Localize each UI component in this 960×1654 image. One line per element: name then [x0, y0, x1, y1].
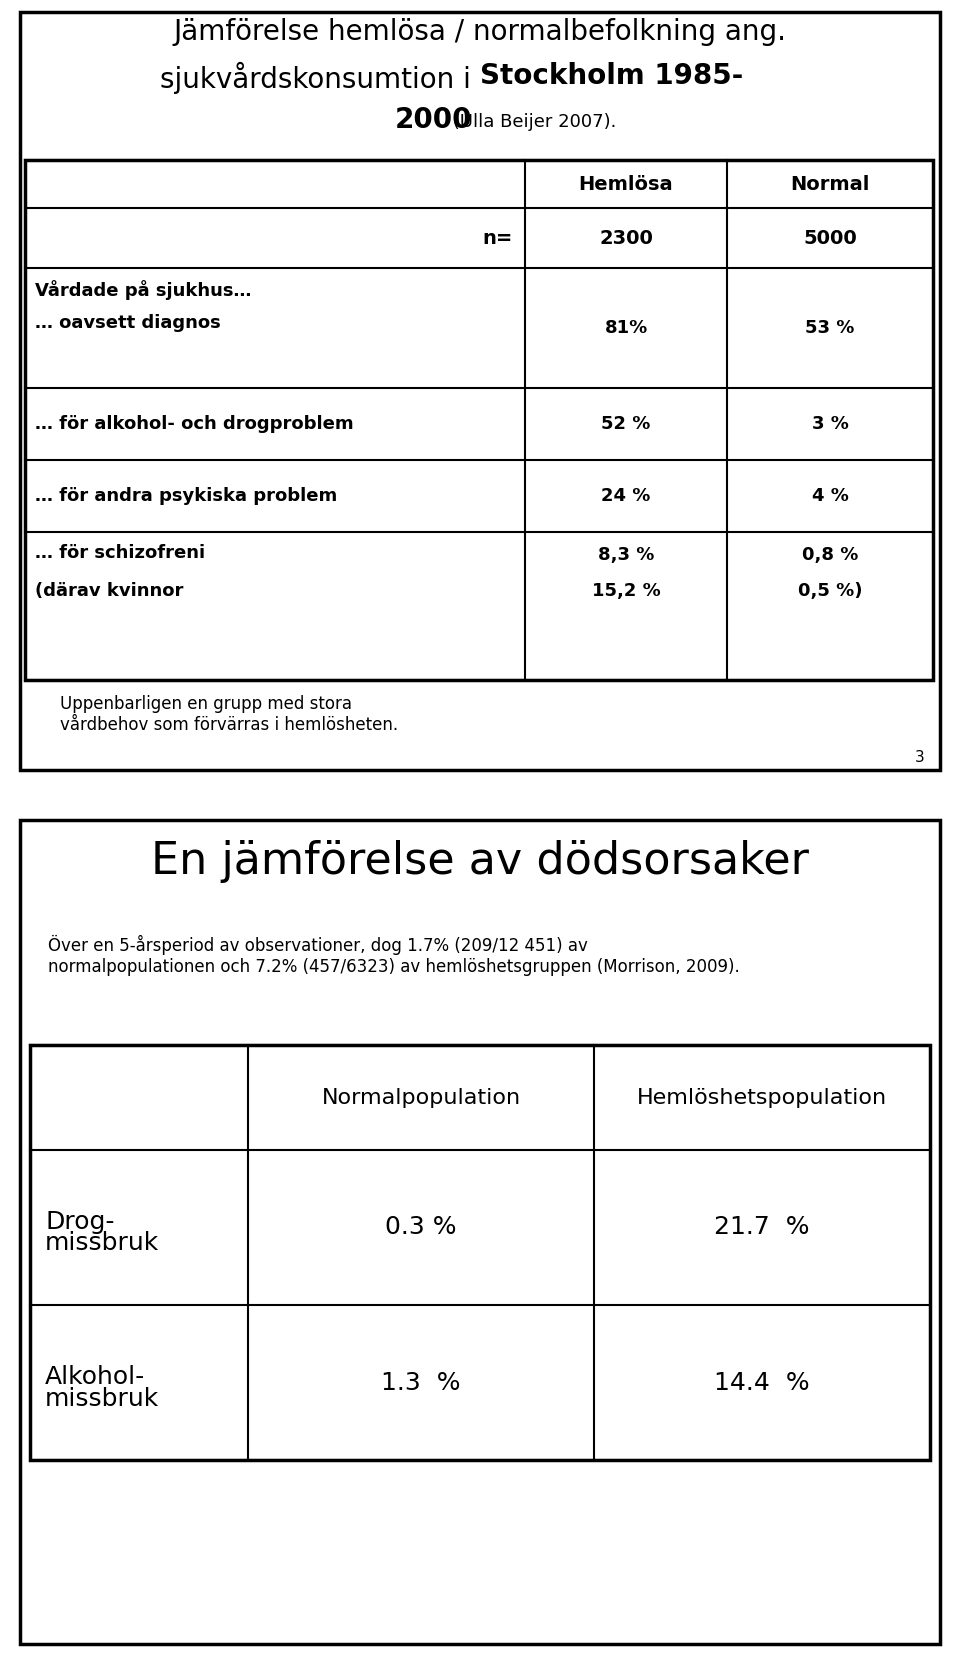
Text: … för schizofreni: … för schizofreni	[35, 544, 205, 562]
Text: 21.7  %: 21.7 %	[714, 1216, 809, 1239]
Text: Alkohol-: Alkohol-	[45, 1365, 145, 1388]
Text: n=: n=	[483, 228, 513, 248]
Bar	[30, 1045, 930, 1460]
Text: Hemlöshetspopulation: Hemlöshetspopulation	[636, 1087, 887, 1108]
Text: … för andra psykiska problem: … för andra psykiska problem	[35, 486, 337, 504]
Text: 3: 3	[915, 749, 925, 766]
Text: 1.3  %: 1.3 %	[381, 1371, 461, 1394]
Bar	[25, 160, 933, 680]
Text: 15,2 %: 15,2 %	[591, 582, 660, 600]
Bar	[20, 12, 940, 771]
Text: 24 %: 24 %	[601, 486, 651, 504]
Bar	[20, 820, 940, 1644]
Text: Normal: Normal	[790, 175, 870, 194]
Text: 3 %: 3 %	[811, 415, 849, 433]
Text: Uppenbarligen en grupp med stora
vårdbehov som förvärras i hemlösheten.: Uppenbarligen en grupp med stora vårdbeh…	[60, 695, 398, 734]
Text: Hemlösa: Hemlösa	[579, 175, 673, 194]
Text: sjukvårdskonsumtion i: sjukvårdskonsumtion i	[160, 61, 480, 94]
Text: (Ulla Beijer 2007).: (Ulla Beijer 2007).	[447, 112, 616, 131]
Text: 52 %: 52 %	[601, 415, 651, 433]
Text: Över en 5-årsperiod av observationer, dog 1.7% (209/12 451) av
normalpopulatione: Över en 5-årsperiod av observationer, do…	[48, 935, 740, 976]
Text: 81%: 81%	[605, 319, 648, 337]
Text: 14.4  %: 14.4 %	[714, 1371, 810, 1394]
Text: 53 %: 53 %	[805, 319, 854, 337]
Text: Jämförelse hemlösa / normalbefolkning ang.: Jämförelse hemlösa / normalbefolkning an…	[174, 18, 786, 46]
Text: Vårdade på sjukhus…: Vårdade på sjukhus…	[35, 280, 252, 299]
Text: 5000: 5000	[804, 228, 857, 248]
Text: Stockholm 1985-: Stockholm 1985-	[480, 61, 743, 89]
Text: 0.3 %: 0.3 %	[385, 1216, 457, 1239]
Text: Drog-: Drog-	[45, 1209, 114, 1234]
Text: 8,3 %: 8,3 %	[598, 546, 654, 564]
Text: … för alkohol- och drogproblem: … för alkohol- och drogproblem	[35, 415, 353, 433]
Text: 0,5 %): 0,5 %)	[798, 582, 862, 600]
Text: … oavsett diagnos: … oavsett diagnos	[35, 314, 221, 332]
Text: missbruk: missbruk	[45, 1232, 159, 1255]
Text: 2000: 2000	[395, 106, 472, 134]
Text: 0,8 %: 0,8 %	[802, 546, 858, 564]
Text: (därav kvinnor: (därav kvinnor	[35, 582, 183, 600]
Text: En jämförelse av dödsorsaker: En jämförelse av dödsorsaker	[151, 840, 809, 883]
Text: missbruk: missbruk	[45, 1386, 159, 1411]
Text: Normalpopulation: Normalpopulation	[322, 1087, 520, 1108]
Text: 4 %: 4 %	[811, 486, 849, 504]
Text: 2300: 2300	[599, 228, 653, 248]
